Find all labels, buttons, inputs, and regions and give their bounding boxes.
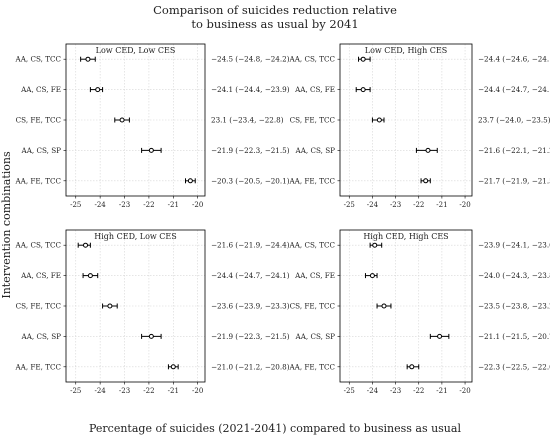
x-tick-label: -25 (70, 387, 81, 395)
row-label: AA, CS, FE (20, 85, 61, 94)
estimate-point (148, 147, 154, 153)
row-annotation: −24.1 (−24.4, −23.9) (211, 85, 290, 94)
x-tick-label: -21 (168, 387, 179, 395)
row-annotation: 23.1 (−23.4, −22.8) (211, 116, 284, 125)
panel-title: High CED, Low CES (94, 232, 177, 241)
x-tick-label: -23 (119, 201, 130, 209)
row-label: AA, FE, TCC (288, 362, 335, 371)
row-annotation: −24.0 (−24.3, −23.8) (478, 271, 550, 280)
row-annotation: −24.5 (−24.8, −24.2) (211, 55, 290, 64)
row-annotation: −21.6 (−22.1, −21.2) (478, 146, 550, 155)
x-axis-label: Percentage of suicides (2021-2041) compa… (89, 422, 461, 435)
x-tick-label: -24 (367, 201, 379, 209)
estimate-point (95, 87, 101, 93)
panel-title: Low CED, Low CES (96, 46, 176, 55)
row-annotation: −21.0 (−21.2, −20.8) (211, 362, 290, 371)
row-label: CS, FE, TCC (16, 116, 62, 125)
row-label: CS, FE, TCC (290, 116, 336, 125)
row-annotation: −23.9 (−24.1, −23.6) (478, 241, 550, 250)
x-tick-label: -24 (94, 201, 106, 209)
row-annotation: −23.6 (−23.9, −23.3) (211, 302, 290, 311)
x-tick-label: -22 (143, 387, 154, 395)
x-tick-label: -21 (436, 387, 447, 395)
row-label: AA, CS, TCC (289, 55, 336, 64)
x-tick-label: -22 (413, 201, 424, 209)
row-annotation: −21.1 (−21.5, −20.7) (478, 332, 550, 341)
estimate-point (381, 303, 387, 309)
estimate-point (87, 273, 93, 279)
row-label: AA, CS, SP (21, 146, 62, 155)
estimate-point (85, 56, 91, 62)
estimate-point (107, 303, 113, 309)
row-label: AA, CS, TCC (15, 241, 62, 250)
row-annotation: −21.6 (−21.9, −24.4) (211, 241, 290, 250)
panel-2: Low CED, High CES -25 -24 -23 -22 -21 -20 AA, C… (288, 43, 550, 209)
x-tick-label: -24 (367, 387, 379, 395)
estimate-point (369, 273, 375, 279)
x-tick-label: -25 (344, 201, 355, 209)
row-annotation: −20.3 (−20.5, −20.1) (211, 176, 290, 185)
row-label: AA, CS, FE (294, 271, 335, 280)
estimate-point (372, 242, 378, 248)
x-tick-label: -20 (192, 201, 203, 209)
panel-4: High CED, High CES -25 -24 -23 -22 -21 -20 AA, … (288, 229, 550, 395)
row-label: AA, CS, SP (295, 146, 336, 155)
row-annotation: −23.5 (−23.8, −23.2) (478, 302, 550, 311)
estimate-point (423, 178, 429, 184)
x-tick-label: -25 (70, 201, 81, 209)
estimate-point (360, 56, 366, 62)
row-label: AA, CS, SP (295, 332, 336, 341)
panel-3: High CED, Low CES -25 -24 -23 -22 -21 -20 AA, C… (14, 229, 290, 395)
estimate-point (425, 147, 431, 153)
row-annotation: −21.7 (−21.9, −21.5) (478, 176, 550, 185)
panel-title: High CED, High CES (363, 232, 448, 241)
row-label: AA, CS, FE (294, 85, 335, 94)
estimate-point (360, 87, 366, 93)
x-tick-label: -23 (390, 201, 401, 209)
chart-title-line1: Comparison of suicides reduction relativ… (153, 3, 397, 17)
estimate-point (187, 178, 193, 184)
x-tick-label: -22 (143, 201, 154, 209)
estimate-point (376, 117, 382, 123)
row-label: AA, CS, TCC (15, 55, 62, 64)
x-tick-label: -20 (459, 387, 470, 395)
row-label: AA, FE, TCC (14, 362, 61, 371)
row-label: CS, FE, TCC (16, 302, 62, 311)
panel-title: Low CED, High CES (365, 46, 448, 55)
y-axis-label: Intervention combinations (0, 151, 13, 299)
row-annotation: −22.3 (−22.5, −22.0) (478, 362, 550, 371)
estimate-point (437, 333, 443, 339)
row-label: AA, CS, TCC (289, 241, 336, 250)
estimate-point (83, 242, 89, 248)
row-annotation: −24.4 (−24.7, −24.1) (478, 85, 550, 94)
x-tick-label: -25 (344, 387, 355, 395)
panel-1: Low CED, Low CES -25 -24 -23 -22 -21 -20 AA, CS… (14, 43, 290, 209)
row-label: AA, FE, TCC (288, 176, 335, 185)
x-tick-label: -21 (168, 201, 179, 209)
x-tick-label: -23 (390, 387, 401, 395)
x-tick-label: -23 (119, 387, 130, 395)
estimate-point (119, 117, 125, 123)
x-tick-label: -22 (413, 387, 424, 395)
estimate-point (148, 333, 154, 339)
x-tick-label: -20 (192, 387, 203, 395)
row-label: AA, FE, TCC (14, 176, 61, 185)
x-tick-label: -20 (459, 201, 470, 209)
row-label: AA, CS, FE (20, 271, 61, 280)
row-label: AA, CS, SP (21, 332, 62, 341)
row-label: CS, FE, TCC (290, 302, 336, 311)
estimate-point (170, 364, 176, 370)
row-annotation: −21.9 (−22.3, −21.5) (211, 146, 290, 155)
row-annotation: 23.7 (−24.0, −23.5) (478, 116, 550, 125)
row-annotation: −24.4 (−24.6, −24.1) (478, 55, 550, 64)
panels-group: Low CED, Low CES -25 -24 -23 -22 -21 -20 AA, CS… (14, 43, 550, 395)
row-annotation: −24.4 (−24.7, −24.1) (211, 271, 290, 280)
row-annotation: −21.9 (−22.3, −21.5) (211, 332, 290, 341)
chart-title-line2: to business as usual by 2041 (191, 17, 358, 31)
estimate-point (409, 364, 415, 370)
x-tick-label: -21 (436, 201, 447, 209)
x-tick-label: -24 (94, 387, 106, 395)
